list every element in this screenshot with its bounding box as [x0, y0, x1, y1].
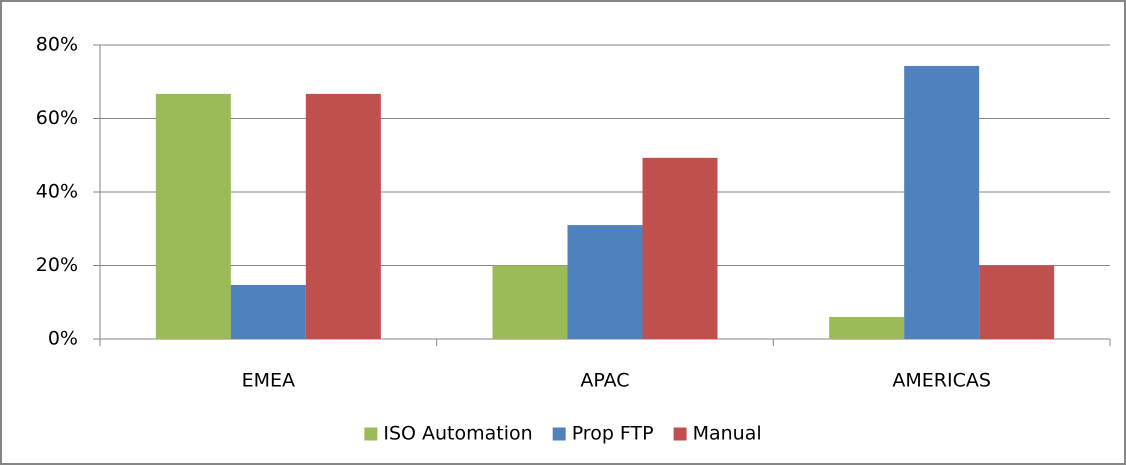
bar	[567, 225, 643, 339]
y-tick-label: 80%	[36, 34, 78, 56]
bar	[492, 265, 568, 339]
bar	[155, 93, 231, 339]
x-tick-label: EMEA	[242, 370, 295, 392]
legend-label: Manual	[693, 423, 762, 445]
x-tick-label: AMERICAS	[892, 370, 991, 392]
bar	[305, 93, 381, 339]
legend-label: ISO Automation	[383, 423, 532, 445]
y-tick-label: 20%	[36, 254, 78, 276]
y-tick-label: 40%	[36, 181, 78, 203]
legend-swatch	[364, 427, 378, 441]
bar	[904, 65, 980, 339]
y-tick-label: 0%	[48, 328, 78, 350]
bar	[829, 316, 905, 339]
legend-swatch	[552, 427, 566, 441]
x-tick-label: APAC	[580, 370, 629, 392]
legend-label: Prop FTP	[572, 423, 654, 445]
bar	[642, 157, 718, 339]
legend-swatch	[673, 427, 687, 441]
y-tick-label: 60%	[36, 107, 78, 129]
bar	[230, 284, 306, 339]
bar	[979, 265, 1055, 339]
